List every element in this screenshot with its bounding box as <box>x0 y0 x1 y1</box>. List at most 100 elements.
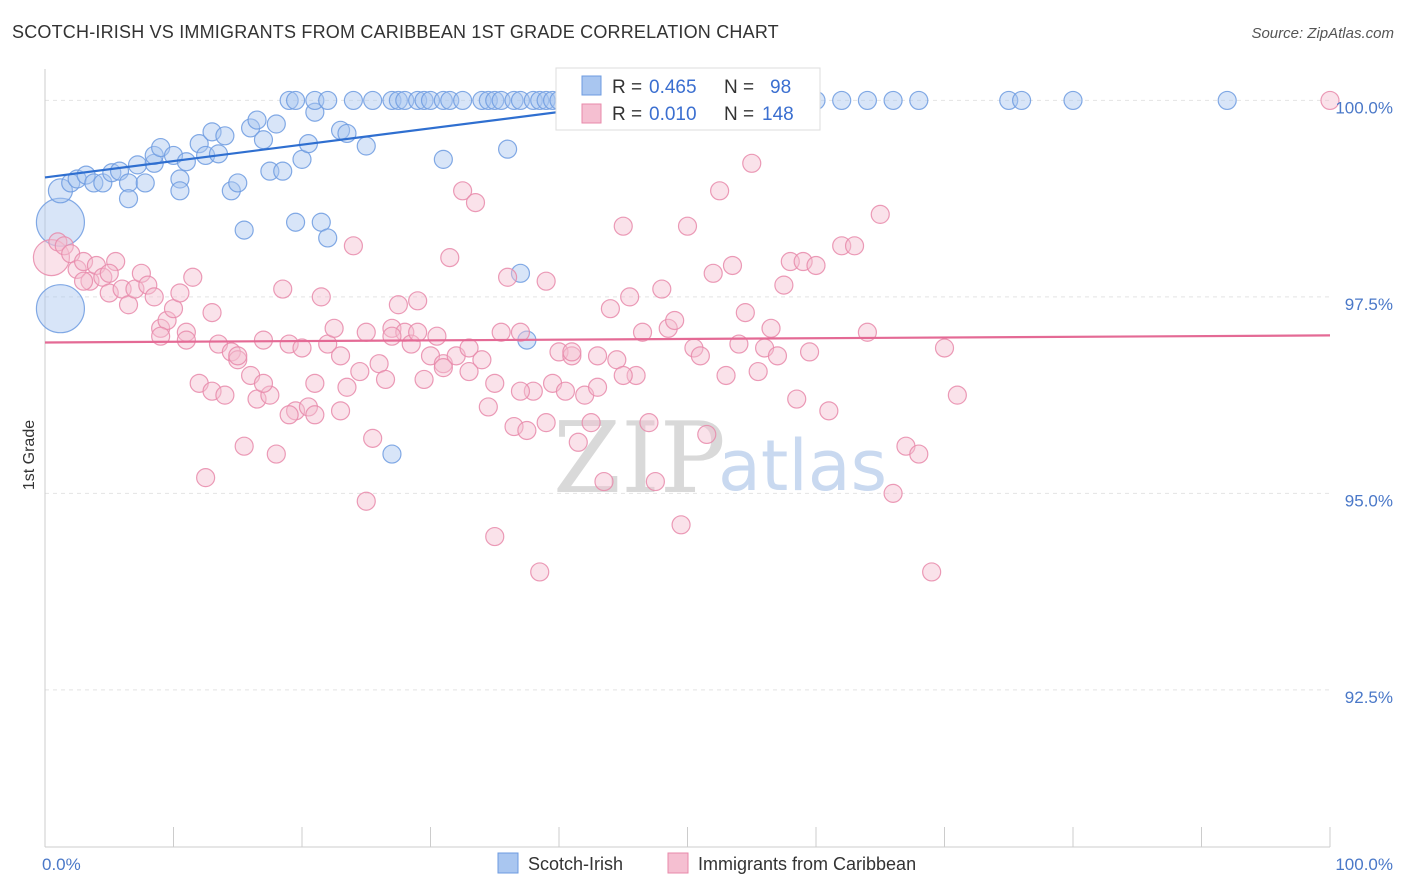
point-caribbean-103 <box>703 263 723 283</box>
point-caribbean-86 <box>594 471 614 492</box>
point-caribbean-66 <box>465 192 486 213</box>
point-scotch-irish-20 <box>176 152 196 172</box>
point-caribbean-119 <box>806 255 826 276</box>
point-caribbean-92 <box>632 322 653 342</box>
x-tick-label-1: 100.0% <box>1335 855 1393 874</box>
point-scotch-irish-0 <box>35 197 86 247</box>
point-scotch-irish-2 <box>47 178 74 204</box>
point-caribbean-96 <box>658 318 678 338</box>
point-caribbean-22 <box>183 267 203 287</box>
point-scotch-irish-96 <box>1063 90 1083 111</box>
stats-r-label-1: R = <box>612 77 642 98</box>
point-caribbean-60 <box>427 326 447 346</box>
watermark-zip: ZIP <box>553 402 726 516</box>
point-caribbean-39 <box>292 338 312 358</box>
point-caribbean-54 <box>388 295 408 315</box>
point-caribbean-36 <box>273 279 293 299</box>
stats-swatch-scotch-irish <box>581 75 602 96</box>
point-caribbean-64 <box>453 181 473 201</box>
point-scotch-irish-66 <box>504 90 524 111</box>
point-caribbean-69 <box>485 526 505 547</box>
point-scotch-irish-48 <box>356 136 376 156</box>
point-caribbean-9 <box>99 283 119 303</box>
point-caribbean-45 <box>330 401 351 421</box>
point-caribbean-49 <box>356 491 376 511</box>
point-scotch-irish-27 <box>228 173 248 193</box>
y-tick-label-1: 97.5% <box>1345 295 1393 314</box>
point-caribbean-33 <box>253 330 274 350</box>
point-caribbean-109 <box>742 153 762 173</box>
point-caribbean-67 <box>472 350 492 370</box>
stats-n-label-1: N = <box>724 77 754 98</box>
point-caribbean-124 <box>870 204 890 224</box>
stats-swatch-caribbean <box>581 103 602 124</box>
point-caribbean-99 <box>677 216 698 236</box>
point-caribbean-89 <box>613 216 633 236</box>
point-scotch-irish-95 <box>1011 90 1032 111</box>
point-scotch-irish-21 <box>189 134 209 154</box>
point-caribbean-35 <box>266 444 286 464</box>
point-caribbean-97 <box>665 310 685 331</box>
point-caribbean-40 <box>298 397 319 417</box>
point-caribbean-127 <box>909 444 929 464</box>
point-caribbean-105 <box>716 365 736 386</box>
point-caribbean-80 <box>555 381 576 401</box>
point-caribbean-73 <box>510 322 531 342</box>
point-caribbean-85 <box>587 346 608 366</box>
point-caribbean-68 <box>478 397 498 417</box>
point-caribbean-82 <box>568 432 588 452</box>
y-tick-label-3: 92.5% <box>1345 688 1393 707</box>
point-caribbean-0 <box>32 239 71 277</box>
point-scotch-irish-28 <box>234 220 254 240</box>
point-scotch-irish-31 <box>253 130 274 150</box>
point-scotch-irish-92 <box>883 90 903 111</box>
point-caribbean-48 <box>350 361 370 382</box>
legend: Scotch-Irish Immigrants from Caribbean <box>497 852 916 874</box>
point-scotch-irish-51 <box>382 444 402 464</box>
point-caribbean-118 <box>799 342 820 362</box>
point-caribbean-74 <box>517 420 537 441</box>
point-caribbean-98 <box>671 515 691 535</box>
point-caribbean-132 <box>73 271 94 291</box>
point-caribbean-134 <box>151 326 171 346</box>
point-caribbean-95 <box>652 279 672 299</box>
point-scotch-irish-90 <box>832 90 852 111</box>
point-scotch-irish-30 <box>247 110 267 130</box>
point-scotch-irish-19 <box>170 181 190 201</box>
point-caribbean-148 <box>510 381 531 401</box>
point-caribbean-129 <box>934 338 955 358</box>
point-scotch-irish-63 <box>485 90 505 111</box>
point-scotch-irish-33 <box>266 114 286 134</box>
point-caribbean-30 <box>234 436 254 456</box>
point-scotch-irish-25 <box>215 126 235 146</box>
point-caribbean-87 <box>600 299 621 319</box>
point-caribbean-57 <box>408 291 428 311</box>
point-caribbean-70 <box>491 322 511 342</box>
point-caribbean-14 <box>131 263 151 283</box>
point-caribbean-77 <box>536 271 556 291</box>
point-caribbean-125 <box>883 483 903 503</box>
point-caribbean-52 <box>375 369 396 390</box>
point-scotch-irish-68 <box>510 263 531 283</box>
point-caribbean-117 <box>793 251 813 272</box>
point-caribbean-90 <box>620 287 640 307</box>
point-caribbean-104 <box>710 181 730 201</box>
point-caribbean-145 <box>433 358 453 378</box>
point-scotch-irish-57 <box>433 90 453 111</box>
point-caribbean-116 <box>787 389 807 409</box>
point-caribbean-44 <box>324 318 344 338</box>
y-tick-label-2: 95.0% <box>1345 491 1393 510</box>
point-scotch-irish-37 <box>285 90 306 111</box>
point-caribbean-4 <box>67 259 87 279</box>
chart-title: SCOTCH-IRISH VS IMMIGRANTS FROM CARIBBEA… <box>12 22 779 42</box>
point-caribbean-71 <box>498 267 518 287</box>
point-caribbean-76 <box>530 562 550 582</box>
point-caribbean-114 <box>774 275 794 295</box>
point-scotch-irish-91 <box>857 90 878 111</box>
point-caribbean-136 <box>202 303 222 323</box>
point-scotch-irish-93 <box>909 90 929 111</box>
point-caribbean-15 <box>138 275 158 295</box>
stats-n-label-2: N = <box>724 104 754 125</box>
point-scotch-irish-26 <box>221 181 241 201</box>
point-caribbean-137 <box>228 346 248 366</box>
